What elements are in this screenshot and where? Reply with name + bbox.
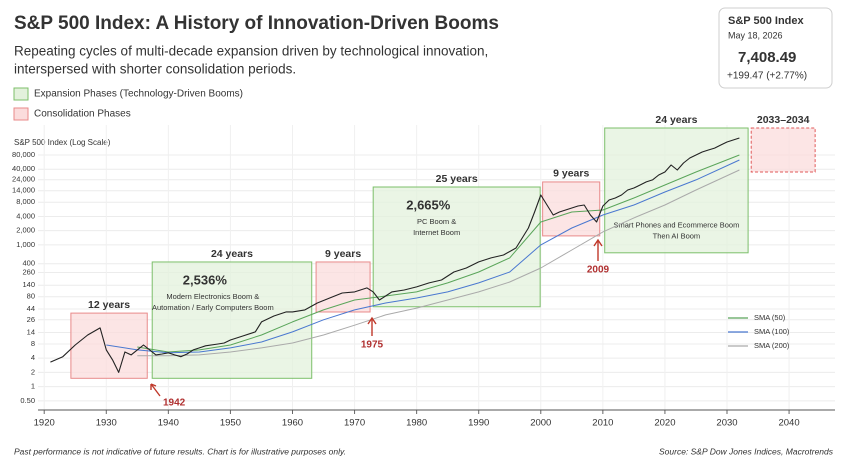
y-tick-label: 4: [31, 353, 35, 362]
phase-box: [542, 181, 601, 237]
x-tick-label: 1920: [34, 418, 55, 429]
y-tick-label: 400: [22, 259, 35, 268]
phase-box: [315, 261, 371, 313]
x-tick-label: 1950: [220, 418, 241, 429]
series-line: [137, 154, 740, 353]
legend-label: Consolidation Phases: [34, 109, 131, 120]
x-tick-label: 2040: [778, 418, 799, 429]
x-tick-label: 1970: [344, 418, 365, 429]
annotation: 1975: [361, 340, 384, 351]
phase-box: [604, 127, 749, 254]
legend-label: Expansion Phases (Technology-Driven Boom…: [34, 89, 243, 100]
x-tick-label: 1940: [158, 418, 179, 429]
annotations: 1942 1975 2009: [150, 238, 610, 409]
series-line: [137, 169, 740, 357]
x-tick-label: 2030: [716, 418, 737, 429]
y-tick-label: 2: [31, 367, 35, 376]
quote-price: 7,408.49: [738, 49, 796, 66]
y-tick-label: 260: [22, 268, 35, 277]
quote-date: May 18, 2026: [728, 30, 783, 40]
x-tick-label: 1980: [406, 418, 427, 429]
annotation: 2009: [587, 265, 610, 276]
annotation: 1942: [163, 398, 186, 409]
phase-description: Internet Boom: [413, 228, 460, 237]
phase-duration: 25 years: [436, 173, 478, 185]
y-tick-label: 80: [27, 292, 35, 301]
y-tick-label: 40,000: [12, 164, 35, 173]
y-tick-label: 1,000: [16, 240, 35, 249]
y-axis-title: S&P 500 Index (Log Scale): [14, 138, 111, 147]
quote-name: S&P 500 Index: [728, 15, 804, 27]
annotation-arrow: [593, 238, 603, 261]
quote-change: +199.47 (+2.77%): [727, 71, 807, 82]
legend-label: SMA (200): [754, 341, 790, 350]
legend-swatch: [13, 87, 29, 101]
x-tick-label: 2010: [592, 418, 613, 429]
subtitle: Repeating cycles of multi-decade expansi…: [14, 44, 488, 59]
y-tick-label: 80,000: [12, 150, 35, 159]
phase-description: PC Boom &: [417, 217, 456, 226]
phase-growth: 2,665%: [406, 197, 451, 212]
phase-duration: 9 years: [325, 248, 361, 260]
chart-title: S&P 500 Index: A History of Innovation-D…: [14, 13, 499, 34]
footnote: Past performance is not indicative of fu…: [14, 446, 346, 456]
quote-card-frame: [718, 7, 833, 89]
y-tick-label: 140: [22, 280, 35, 289]
y-tick-label: 1: [31, 382, 35, 391]
plot-area: Expansion Phases (Technology-Driven Boom…: [12, 87, 835, 429]
phase-duration: 24 years: [211, 248, 253, 260]
series-line: [50, 137, 740, 373]
phase-duration: 9 years: [553, 168, 589, 180]
annotation-arrow: [150, 383, 161, 397]
y-tick-label: 8: [31, 339, 35, 348]
phase-description: Smart Phones and Ecommerce Boom: [613, 220, 739, 229]
y-tick-label: 24,000: [12, 175, 35, 184]
phase-duration: 12 years: [88, 299, 130, 311]
y-tick-label: 14,000: [12, 186, 35, 195]
phase-duration: 24 years: [655, 114, 697, 126]
y-tick-label: 4,000: [16, 211, 35, 220]
x-tick-label: 1930: [96, 418, 117, 429]
phase-duration: 2033–2034: [757, 114, 810, 126]
series-line: [106, 159, 740, 354]
x-tick-label: 1960: [282, 418, 303, 429]
quote-card: S&P 500 Index May 18, 2026 7,408.49 +199…: [718, 7, 833, 89]
phase-growth: 2,536%: [183, 272, 228, 287]
subtitle: interspersed with shorter consolidation …: [14, 62, 296, 77]
phase-description: Then AI Boom: [653, 231, 701, 240]
legend-swatch: [13, 107, 29, 121]
phase-box: [151, 261, 313, 379]
x-tick-label: 2020: [654, 418, 675, 429]
y-tick-label: 2,000: [16, 226, 35, 235]
phase-box: [372, 186, 541, 308]
y-tick-label: 0.50: [20, 396, 35, 405]
y-tick-label: 14: [27, 327, 35, 336]
phase-description: Modern Electronics Boom &: [166, 292, 259, 301]
phase-description: Automation / Early Computers Boom: [152, 303, 274, 312]
annotation-arrow: [367, 316, 377, 336]
legend-label: SMA (50): [754, 313, 786, 322]
x-tick-label: 2000: [530, 418, 551, 429]
y-tick-label: 26: [27, 315, 35, 324]
phase-box: [750, 127, 816, 173]
y-tick-label: 8,000: [16, 197, 35, 206]
x-tick-label: 1990: [468, 418, 489, 429]
y-tick-label: 44: [27, 304, 35, 313]
legend-label: SMA (100): [754, 327, 790, 336]
source: Source: S&P Dow Jones Indices, Macrotren…: [659, 446, 834, 456]
